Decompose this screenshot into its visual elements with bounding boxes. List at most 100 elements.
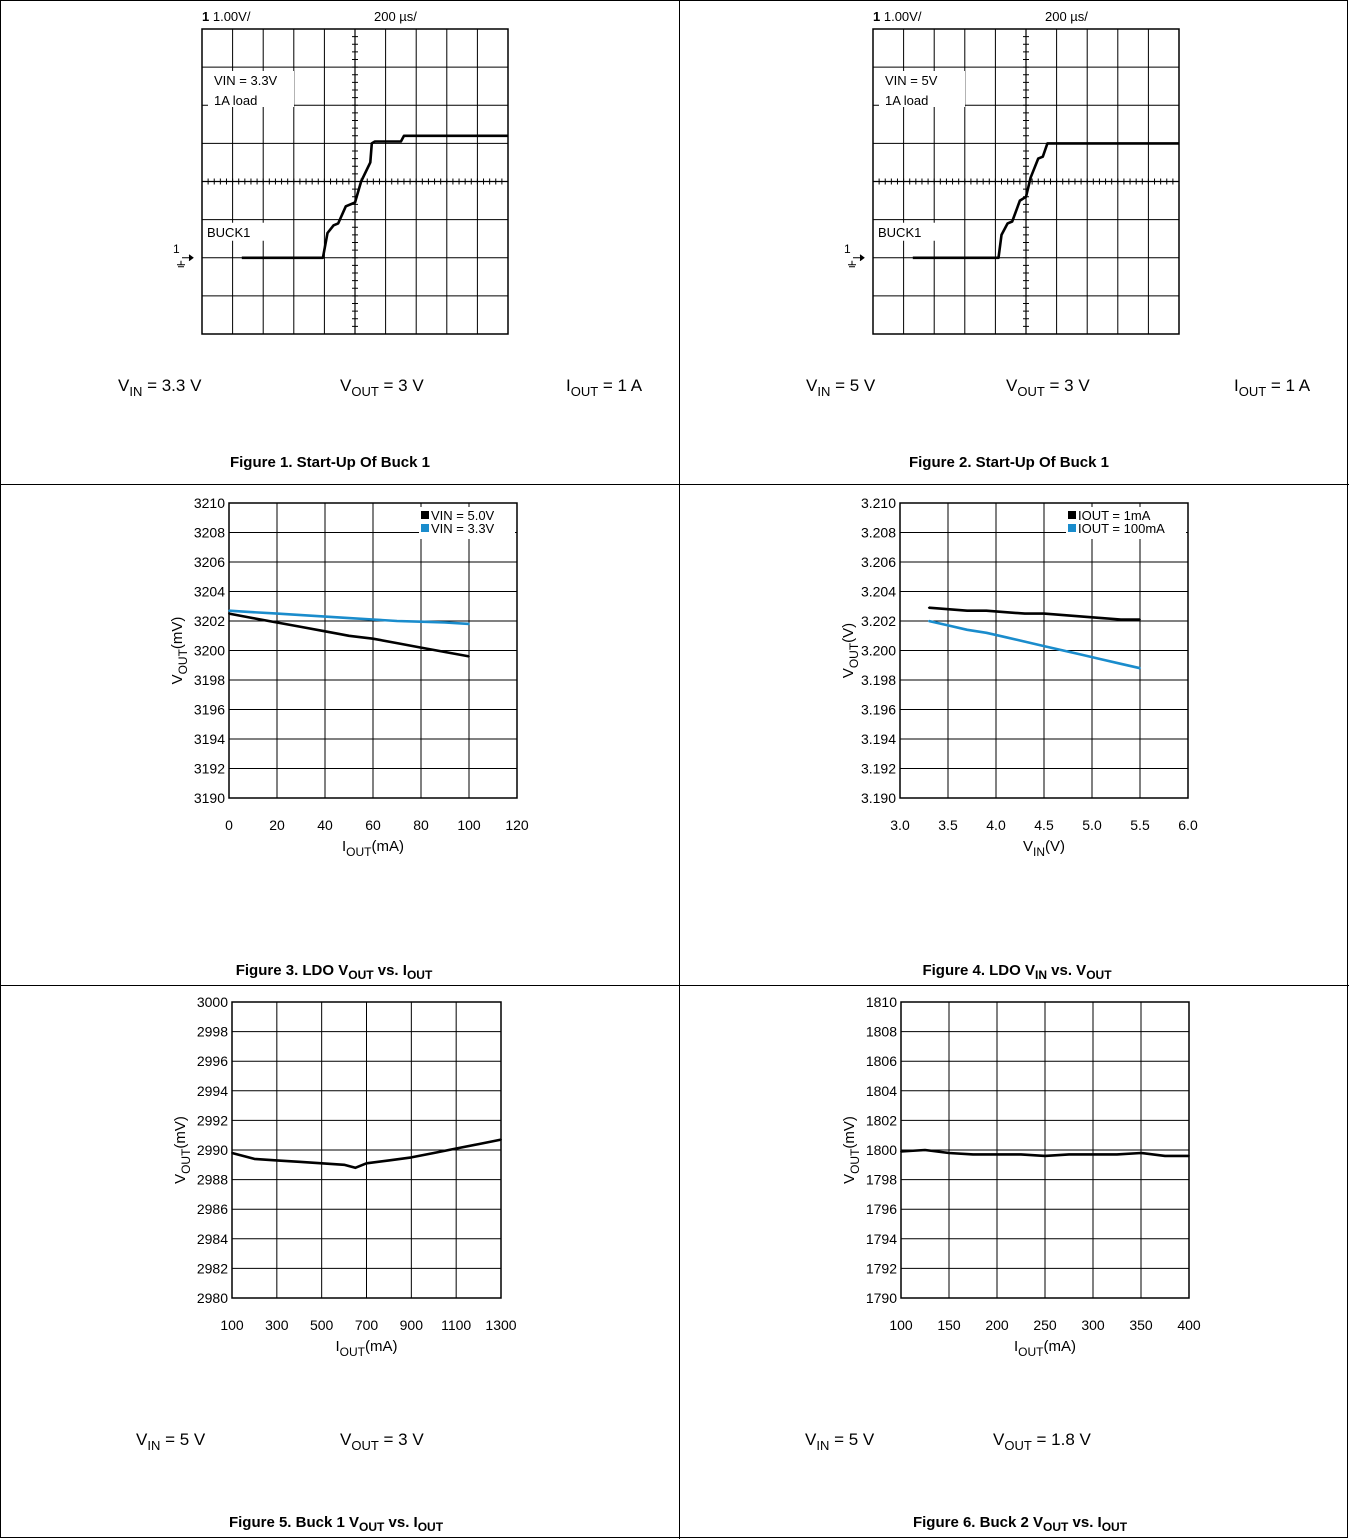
y-tick-label: 3000 — [197, 994, 228, 1010]
figure-cell-3: 3190 3192 3194 3196 3198 3200 3202 3204 3206 3208… — [1, 486, 673, 984]
y-tick-label: 3.194 — [861, 731, 896, 747]
caption-mid: vs. I — [374, 962, 407, 979]
series-1-point — [900, 1150, 902, 1153]
y-tick-label: 1800 — [866, 1142, 897, 1158]
y-tick-label: 2988 — [197, 1172, 228, 1188]
y-tick-label: 1792 — [866, 1260, 897, 1276]
condition-2: VOUT = 1.8 V — [993, 1430, 1092, 1453]
condition-1-sub: IN — [817, 384, 830, 399]
figure-caption: Figure 2. Start-Up Of Buck 1 — [909, 454, 1109, 471]
series-1-point — [348, 634, 350, 637]
figure-caption: Figure 1. Start-Up Of Buck 1 — [230, 454, 430, 471]
y-tick-label: 3198 — [194, 672, 225, 688]
y-tick-label: 3.202 — [861, 613, 896, 629]
y-tick-label: 2998 — [197, 1024, 228, 1040]
series-1-point — [252, 617, 254, 619]
legend-label-1: IOUT = 1mA — [1078, 508, 1151, 523]
trace-label-bg — [205, 222, 267, 241]
condition-3: IOUT = 1 A — [1234, 376, 1311, 399]
series-2-point — [396, 620, 398, 622]
figure-cell-5: 2980 2982 2984 2986 2988 2990 2992 2994 2996 2998… — [1, 987, 673, 1538]
x-tick-label: 150 — [937, 1317, 961, 1333]
y-tick-label: 3200 — [194, 643, 225, 659]
figure-caption: Figure 4. LDO VIN vs. VOUT — [922, 962, 1112, 982]
caption-sub2: OUT — [1086, 968, 1112, 982]
caption-mid: vs. I — [1068, 1514, 1101, 1531]
x-axis-label-sub: OUT — [340, 1345, 366, 1359]
x-tick-label: 300 — [1081, 1317, 1105, 1333]
series-1-point — [410, 1156, 413, 1159]
series-1-point — [1140, 1152, 1142, 1154]
series-2-point — [444, 621, 446, 624]
y-axis-label: VOUT(mV) — [169, 617, 190, 685]
y-tick-label: 2992 — [197, 1112, 228, 1128]
series-2-point — [324, 615, 326, 618]
series-2-point — [348, 617, 350, 619]
series-1-point — [1092, 1153, 1094, 1156]
y-tick-label: 3.196 — [861, 702, 896, 718]
y-tick-label: 3208 — [194, 525, 225, 541]
series-1-point — [324, 630, 326, 633]
series-1-point — [275, 1159, 278, 1162]
condition-1-sub: IN — [816, 1438, 829, 1453]
condition-2-sub: OUT — [351, 384, 379, 399]
x-tick-label: 0 — [225, 817, 233, 833]
x-tick-label: 700 — [355, 1317, 379, 1333]
series-1-point — [388, 1159, 390, 1162]
condition-2-rest: = 3 V — [379, 1430, 425, 1449]
chart-2: 1 1.00V/200 µs/VIN = 5V 1A load BUCK1 1 VIN … — [806, 9, 1311, 471]
series-1-point — [924, 1149, 926, 1151]
ground-marker: 1 — [844, 242, 851, 256]
y-axis-label-main: V — [840, 668, 857, 678]
series-1-point — [1116, 1153, 1118, 1156]
y-tick-label: 3202 — [194, 613, 225, 629]
x-tick-label: 100 — [457, 817, 481, 833]
y-axis-label-sub: OUT — [179, 1148, 193, 1174]
x-tick-label: 200 — [985, 1317, 1009, 1333]
series-1-point — [1119, 618, 1122, 621]
y-tick-label: 2982 — [197, 1260, 228, 1276]
series-1-point — [477, 1143, 480, 1145]
y-tick-label: 1808 — [866, 1024, 897, 1040]
y-tick-label: 3204 — [194, 584, 225, 600]
condition-1: VIN = 5 V — [136, 1430, 206, 1453]
condition-1-main: V — [136, 1430, 148, 1449]
series-1-point — [455, 1147, 458, 1150]
legend-label-2: IOUT = 100mA — [1078, 521, 1165, 536]
series-1-point — [500, 1138, 502, 1141]
series-1-point — [396, 642, 398, 645]
channel-number: 1 — [873, 9, 880, 24]
condition-1-sub: IN — [129, 384, 142, 399]
x-tick-label: 900 — [400, 1317, 424, 1333]
condition-2: VOUT = 3 V — [340, 1430, 424, 1453]
series-1-point — [1062, 614, 1065, 616]
condition-1: VIN = 3.3 V — [118, 376, 202, 399]
y-tick-label: 1810 — [866, 994, 897, 1010]
caption-pre: Figure 6. Buck 2 V — [913, 1514, 1043, 1531]
y-tick-label: 3.204 — [861, 584, 896, 600]
y-tick-label: 3192 — [194, 761, 225, 777]
y-tick-label: 3.190 — [861, 790, 896, 806]
x-tick-label: 100 — [889, 1317, 913, 1333]
series-2-point — [1081, 654, 1084, 656]
series-1-point — [444, 651, 446, 653]
y-axis-label: VOUT(V) — [840, 623, 861, 678]
time-scale: 200 µs/ — [374, 9, 417, 24]
y-axis-label-sub: OUT — [847, 642, 861, 668]
condition-1-rest: = 5 V — [830, 376, 876, 395]
series-2-point — [927, 620, 930, 622]
x-axis-label: IOUT(mA) — [342, 838, 404, 859]
figure-cell-4: 3.190 3.192 3.194 3.196 3.198 3.200 3.202 3.204… — [680, 486, 1349, 984]
trace-label: BUCK1 — [207, 225, 250, 240]
y-tick-label: 3.206 — [861, 554, 896, 570]
figure-caption: Figure 3. LDO VOUT vs. IOUT — [236, 962, 433, 982]
x-axis-label-rest: (mA) — [1044, 1338, 1077, 1355]
x-tick-label: 500 — [310, 1317, 334, 1333]
series-2-point — [1004, 636, 1007, 639]
series-2-point — [1062, 649, 1065, 652]
y-axis-label: VOUT(mV) — [841, 1116, 862, 1184]
condition-3-rest: = 1 A — [598, 376, 643, 395]
caption-sub2: OUT — [407, 968, 433, 982]
y-tick-label: 1790 — [866, 1290, 897, 1306]
series-1-point — [372, 637, 374, 640]
